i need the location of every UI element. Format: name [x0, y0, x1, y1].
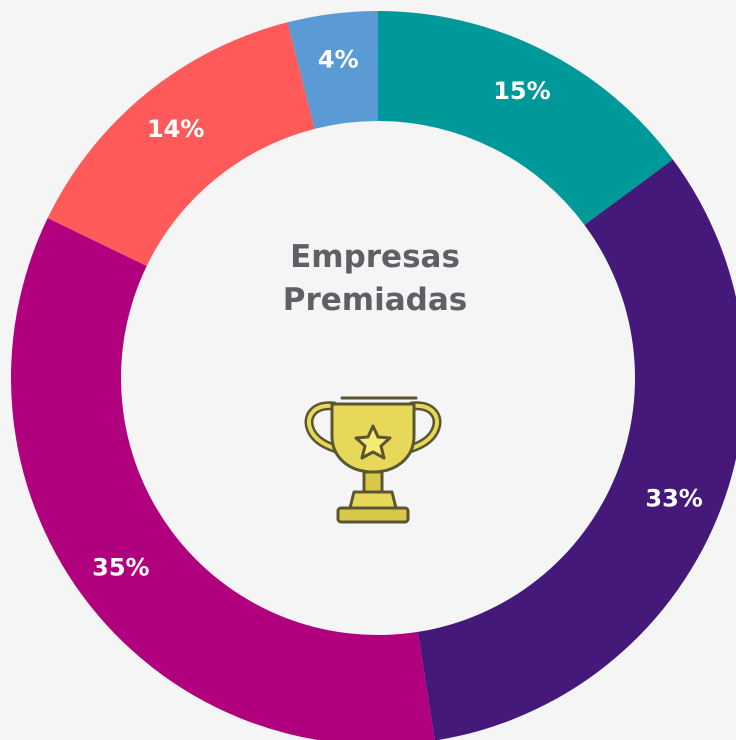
value-label: 35% — [92, 553, 149, 581]
slice — [378, 11, 673, 226]
slices — [11, 11, 736, 740]
slice — [287, 11, 378, 129]
trophy-icon — [304, 396, 442, 524]
value-label: 33% — [645, 484, 702, 512]
value-label: 4% — [318, 45, 359, 73]
slice — [47, 22, 315, 266]
slice — [11, 218, 435, 740]
value-label: 14% — [147, 115, 204, 143]
chart-title: Empresas Premiadas — [282, 239, 468, 318]
value-label: 15% — [493, 77, 550, 105]
labels: 15% 33% 35% 14% 4% — [92, 45, 703, 581]
slice — [417, 159, 736, 740]
